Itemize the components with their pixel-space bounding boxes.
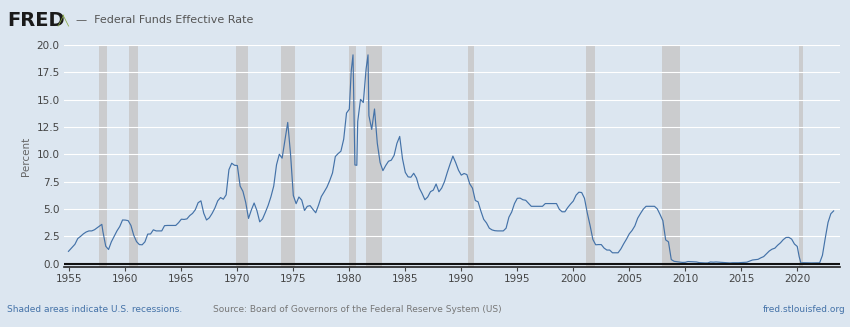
Bar [662, 45, 680, 267]
Text: fred.stlouisfed.org: fred.stlouisfed.org [763, 304, 846, 314]
Text: Shaded areas indicate U.S. recessions.: Shaded areas indicate U.S. recessions. [7, 304, 182, 314]
Bar [468, 45, 474, 267]
Bar [99, 45, 106, 267]
Bar [799, 45, 803, 267]
Text: FRED: FRED [7, 10, 65, 29]
Bar [366, 45, 382, 267]
Text: —  Federal Funds Effective Rate: — Federal Funds Effective Rate [76, 15, 254, 25]
Text: ╱╲: ╱╲ [58, 14, 70, 26]
Bar [349, 45, 356, 267]
Y-axis label: Percent: Percent [20, 136, 31, 176]
Bar [129, 45, 139, 267]
Text: Source: Board of Governors of the Federal Reserve System (US): Source: Board of Governors of the Federa… [212, 304, 502, 314]
Bar [281, 45, 295, 267]
Bar [236, 45, 247, 267]
Bar [586, 45, 595, 267]
